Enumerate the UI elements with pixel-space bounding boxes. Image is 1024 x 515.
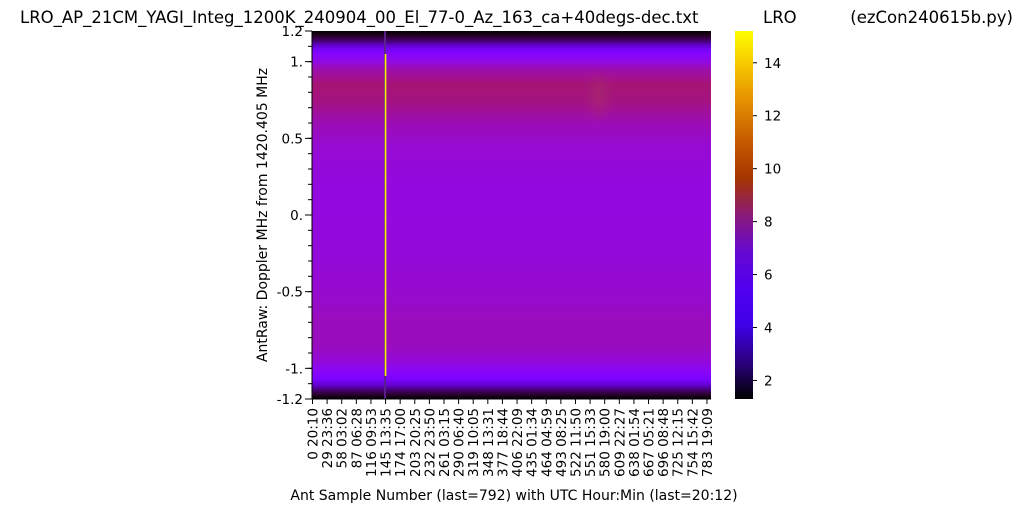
x-tick-label: 406 22:09 (510, 408, 526, 477)
y-tick-label: 1. (290, 55, 303, 71)
colorbar-tick-label: 2 (764, 373, 773, 389)
x-tick-label: 290 06:40 (452, 408, 468, 477)
x-tick-label: 116 09:53 (364, 408, 380, 477)
y-tick-label: 0. (290, 208, 303, 224)
y-tick-label: -1.2 (277, 392, 303, 408)
colorbar-tick-label: 4 (764, 321, 773, 337)
x-tick-label: 87 06:28 (349, 408, 365, 468)
colorbar-tick-label: 12 (764, 109, 781, 125)
x-tick-label: 696 08:48 (656, 408, 672, 477)
y-axis: 1.2 1. 0.5 0. -0.5 -1. -1.2 (277, 24, 313, 408)
heatmap-area (312, 31, 711, 399)
x-tick-label: 783 19:09 (700, 408, 716, 477)
colorbar-tick-label: 14 (764, 56, 781, 72)
x-tick-label: 435 01:34 (525, 408, 541, 477)
colorbar-tick-label: 8 (764, 215, 773, 231)
x-tick-label: 261 03:15 (437, 408, 453, 477)
colorbar: 2 4 6 8 10 12 14 (735, 31, 781, 399)
x-tick-label: 580 19:00 (598, 408, 614, 477)
x-tick-label: 493 08:25 (554, 408, 570, 477)
x-tick-label: 203 20:25 (408, 408, 424, 477)
x-tick-label: 609 22:27 (612, 408, 628, 477)
y-axis-label: AntRaw: Doppler MHz from 1420.405 MHz (255, 68, 271, 362)
x-tick-label: 29 23:36 (320, 408, 336, 468)
x-tick-label: 725 12:15 (671, 408, 687, 477)
x-tick-label: 58 03:02 (335, 408, 351, 468)
x-tick-label: 377 18:44 (495, 408, 511, 477)
program-label: (ezCon240615b.py) (850, 8, 1013, 27)
x-tick-label: 551 15:33 (583, 408, 599, 477)
x-tick-label: 464 04:59 (539, 408, 555, 477)
colorbar-scale (735, 31, 753, 399)
x-tick-label: 348 13:31 (481, 408, 497, 477)
site-label: LRO (763, 8, 797, 27)
warm-patch (584, 69, 615, 123)
x-tick-label: 174 17:00 (393, 408, 409, 477)
colorbar-tick-label: 10 (764, 162, 781, 178)
colorbar-tick-label: 6 (764, 268, 773, 284)
x-tick-label: 232 23:50 (422, 408, 438, 477)
x-tick-label: 638 01:54 (627, 408, 643, 477)
x-tick-label: 667 05:21 (642, 408, 658, 477)
x-tick-label: 522 11:50 (568, 408, 584, 477)
x-tick-label: 319 10:05 (466, 408, 482, 477)
x-tick-label: 754 15:42 (685, 408, 701, 477)
y-tick-label: -1. (285, 361, 303, 377)
x-tick-label: 0 20:10 (306, 408, 322, 460)
x-axis-label: Ant Sample Number (last=792) with UTC Ho… (290, 488, 737, 504)
y-tick-label: 0.5 (282, 131, 303, 147)
chart-title: LRO_AP_21CM_YAGI_Integ_1200K_240904_00_E… (20, 8, 699, 28)
y-tick-label: 1.2 (282, 24, 303, 40)
heatmap-image (312, 31, 711, 399)
y-tick-label: -0.5 (277, 285, 303, 301)
x-tick-label: 145 13:35 (379, 408, 395, 477)
